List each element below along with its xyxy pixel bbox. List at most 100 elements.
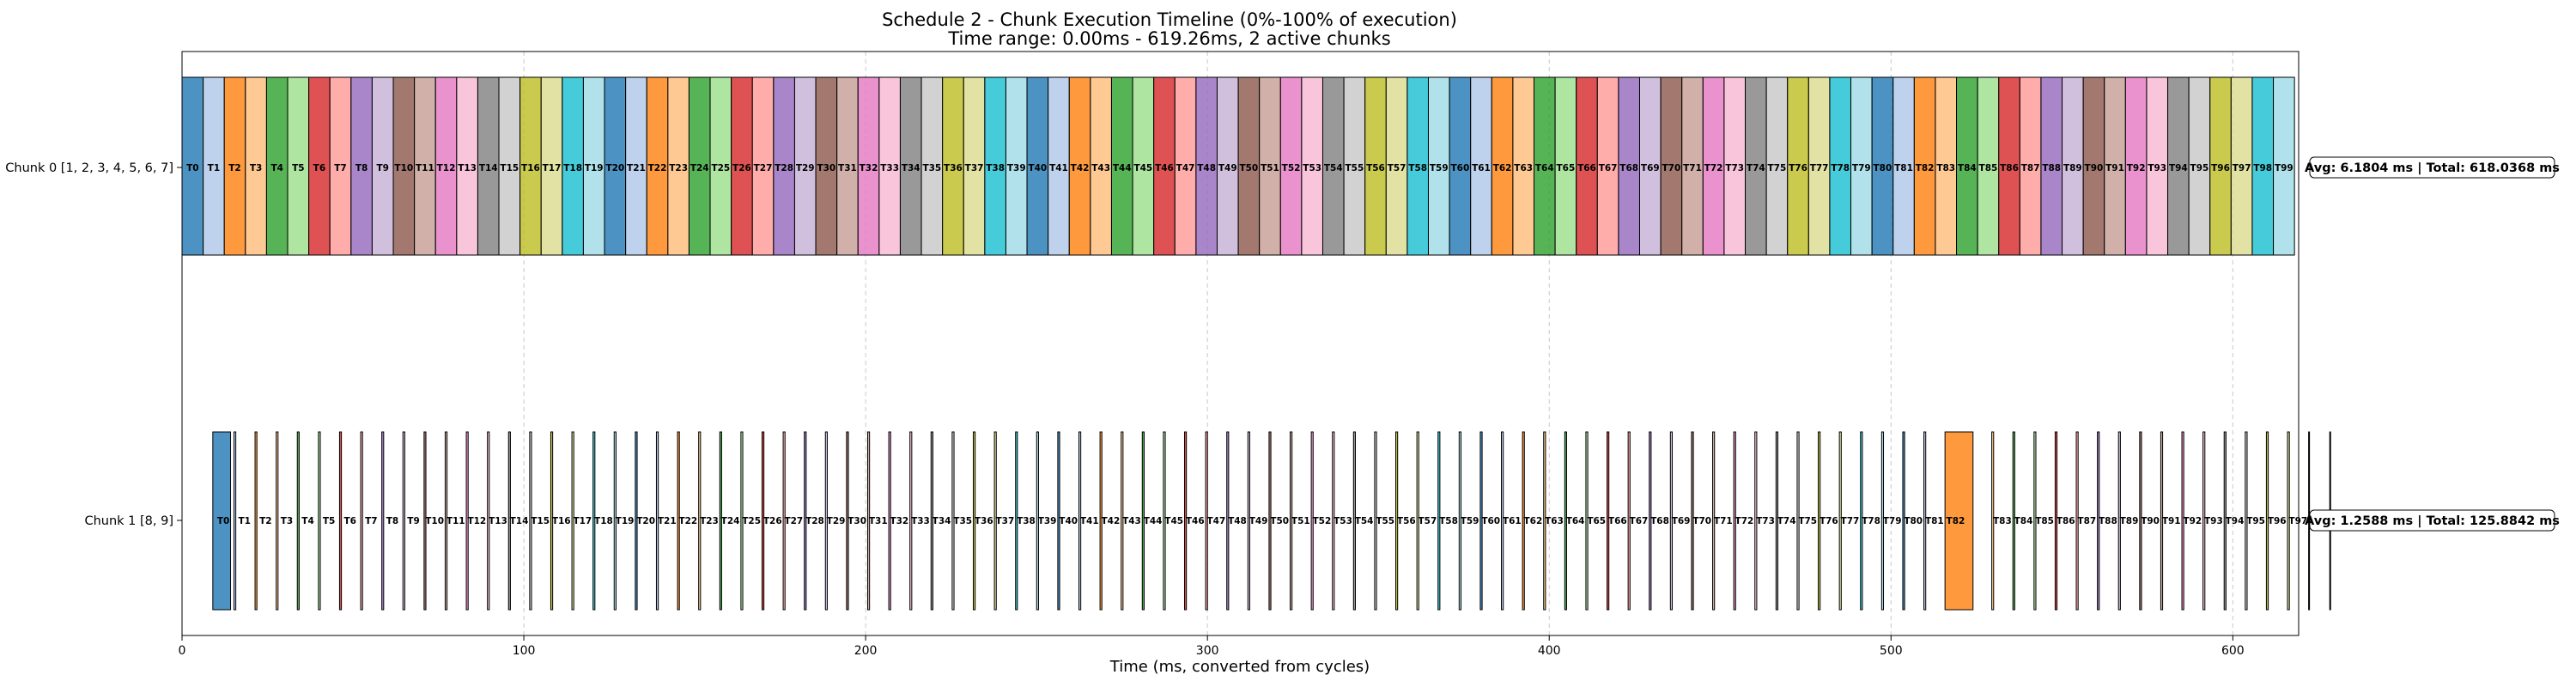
x-tick-label: 0 [179, 644, 186, 658]
task-label-chunk0-T34: T34 [902, 163, 920, 173]
task-label-chunk1-T95: T95 [2246, 516, 2265, 526]
task-bar-chunk0-T79 [1850, 76, 1873, 256]
task-bar-chunk0-T24 [688, 76, 711, 256]
task-bar-chunk1-T22 [677, 431, 680, 611]
task-bar-chunk1-T85 [2033, 431, 2037, 611]
task-label-chunk0-T8: T8 [355, 163, 368, 173]
y-tick-label-chunk-0: Chunk 0 [1, 2, 3, 4, 5, 6, 7] [5, 161, 173, 175]
task-label-chunk1-T59: T59 [1461, 516, 1479, 526]
task-bars [181, 76, 2331, 611]
task-label-chunk1-T96: T96 [2268, 516, 2287, 526]
task-bar-chunk1-T47 [1205, 431, 1208, 611]
task-bar-chunk1-T1 [233, 431, 237, 611]
task-label-chunk1-T46: T46 [1186, 516, 1205, 526]
task-bar-chunk1-T10 [423, 431, 427, 611]
task-label-chunk1-T60: T60 [1481, 516, 1500, 526]
task-label-chunk1-T65: T65 [1587, 516, 1606, 526]
task-label-chunk1-T89: T89 [2120, 516, 2139, 526]
task-label-chunk0-T26: T26 [732, 163, 751, 173]
task-label-chunk1-T26: T26 [763, 516, 782, 526]
task-bar-chunk1-T42 [1099, 431, 1103, 611]
task-label-chunk0-T85: T85 [1979, 163, 1998, 173]
task-bar-chunk1-T74 [1775, 431, 1779, 611]
task-bar-chunk1-T33 [909, 431, 913, 611]
task-label-chunk0-T88: T88 [2042, 163, 2061, 173]
task-bar-chunk1-T45 [1163, 431, 1166, 611]
task-label-chunk0-T12: T12 [437, 163, 456, 173]
task-bar-chunk0-T54 [1321, 76, 1345, 256]
task-bar-chunk0-T46 [1153, 76, 1176, 256]
task-bar-chunk1-T70 [1691, 431, 1694, 611]
task-bar-chunk1-T16 [550, 431, 554, 611]
task-label-chunk0-T19: T19 [585, 163, 604, 173]
task-label-chunk1-T92: T92 [2183, 516, 2202, 526]
task-bar-chunk0-T89 [2062, 76, 2084, 256]
task-label-chunk0-T95: T95 [2190, 163, 2209, 173]
task-bar-chunk1-T90 [2139, 431, 2142, 611]
task-label-chunk1-T75: T75 [1798, 516, 1817, 526]
task-bar-chunk1-T75 [1796, 431, 1800, 611]
task-label-chunk1-T11: T11 [447, 516, 465, 526]
task-label-chunk1-T93: T93 [2204, 516, 2223, 526]
task-bar-chunk1-T15 [529, 431, 532, 611]
task-label-chunk0-T65: T65 [1557, 163, 1576, 173]
task-label-chunk0-T27: T27 [754, 163, 773, 173]
x-axis: 0 100 200 300 400 500 600 [179, 635, 2245, 658]
task-bar-chunk1-T6 [338, 431, 343, 611]
task-label-chunk1-T41: T41 [1080, 516, 1099, 526]
task-label-chunk0-T49: T49 [1218, 163, 1237, 173]
task-label-chunk1-T58: T58 [1439, 516, 1458, 526]
task-bar-chunk0-T34 [899, 76, 922, 256]
task-label-chunk1-T20: T20 [636, 516, 655, 526]
task-label-chunk1-T63: T63 [1545, 516, 1564, 526]
task-label-chunk1-T82: T82 [1947, 516, 1965, 526]
task-label-chunk1-T84: T84 [2014, 516, 2033, 526]
task-label-chunk1-T56: T56 [1397, 516, 1416, 526]
task-bar-chunk1-T46 [1183, 431, 1188, 611]
task-label-chunk1-T7: T7 [365, 516, 377, 526]
task-label-chunk1-T61: T61 [1503, 516, 1522, 526]
task-bar-chunk0-T14 [477, 76, 500, 256]
task-bar-chunk0-T38 [984, 76, 1006, 256]
task-bar-chunk1-T25 [740, 431, 744, 611]
task-label-chunk1-T48: T48 [1228, 516, 1247, 526]
task-label-chunk1-T67: T67 [1630, 516, 1649, 526]
task-label-chunk0-T89: T89 [2063, 163, 2082, 173]
task-bar-chunk0-T68 [1618, 76, 1640, 256]
task-bar-chunk0-T60 [1449, 76, 1472, 256]
task-label-chunk0-T76: T76 [1789, 163, 1807, 173]
task-label-chunk0-T50: T50 [1239, 163, 1258, 173]
task-label-chunk0-T75: T75 [1768, 163, 1787, 173]
task-label-chunk0-T94: T94 [2169, 163, 2188, 173]
task-label-chunk0-T59: T59 [1430, 163, 1449, 173]
task-bar-chunk1-T53 [1332, 431, 1335, 611]
task-label-chunk1-T64: T64 [1566, 516, 1585, 526]
task-bar-chunk0-T48 [1195, 76, 1218, 256]
task-label-chunk1-T42: T42 [1101, 516, 1120, 526]
annotation-text-chunk-0: Avg: 6.1804 ms | Total: 618.0368 ms [2305, 161, 2560, 175]
task-bar-chunk1-T14 [507, 431, 511, 611]
task-label-chunk0-T91: T91 [2105, 163, 2124, 173]
task-label-chunk1-T28: T28 [805, 516, 824, 526]
task-bar-chunk1-T34 [930, 431, 933, 611]
task-bar-chunk0-T32 [857, 76, 880, 256]
task-bar-chunk1-T19 [613, 431, 617, 611]
task-label-chunk0-T90: T90 [2085, 163, 2104, 173]
task-label-chunk0-T40: T40 [1028, 163, 1047, 173]
task-bar-chunk0-T44 [1110, 76, 1133, 256]
task-bar-chunk0-T13 [456, 76, 478, 256]
task-bar-chunk0-T58 [1406, 76, 1429, 256]
task-label-chunk0-T41: T41 [1049, 163, 1068, 173]
task-label-chunk0-T93: T93 [2148, 163, 2166, 173]
task-label-chunk1-T44: T44 [1144, 516, 1163, 526]
task-bar-chunk1-T2 [254, 431, 258, 611]
task-bar-chunk1-T80 [1902, 431, 1905, 611]
task-label-chunk1-T1: T1 [238, 516, 250, 526]
task-label-chunk1-T22: T22 [678, 516, 697, 526]
task-bar-chunk1-T30 [846, 431, 849, 611]
task-bar-chunk1-T8 [381, 431, 385, 611]
task-bar-chunk1-T73 [1754, 431, 1758, 611]
task-label-chunk0-T18: T18 [563, 163, 582, 173]
task-label-chunk1-T36: T36 [975, 516, 993, 526]
task-label-chunk0-T56: T56 [1366, 163, 1385, 173]
